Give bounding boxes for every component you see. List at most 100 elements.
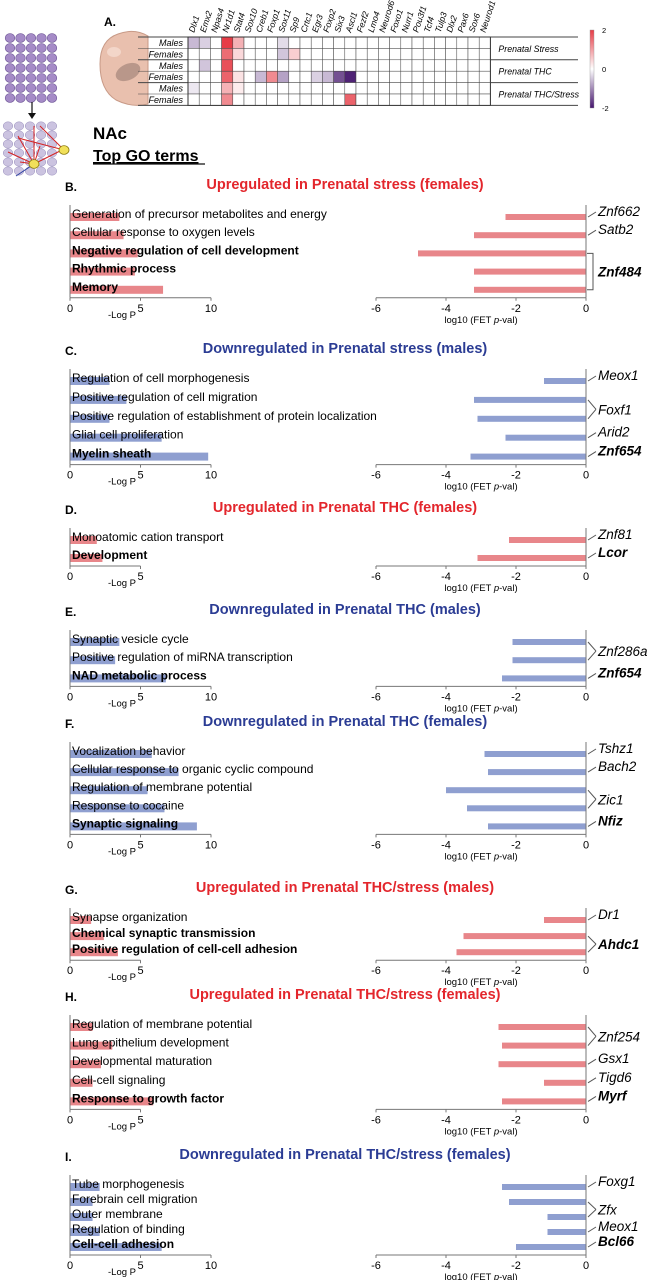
- heatmap-cell: [198, 48, 211, 61]
- left-bar: [70, 377, 110, 385]
- heatmap-cell: [310, 70, 323, 83]
- tf-label: Nfiz: [598, 813, 623, 828]
- go-term-label: Regulation of binding: [72, 1222, 185, 1236]
- go-term-label: Memory: [72, 280, 118, 294]
- color-scale-tick: 2: [602, 26, 606, 35]
- heatmap-row-label: Males: [159, 38, 184, 48]
- heatmap-cell: [400, 93, 413, 106]
- heatmap-cell: [411, 36, 424, 49]
- neuron-node: [46, 73, 58, 83]
- heatmap-cell: [288, 82, 301, 95]
- neuron-node: [4, 53, 16, 63]
- heatmap-cell: [434, 70, 446, 83]
- heatmap-cell: [221, 70, 234, 83]
- neuron-node: [2, 148, 14, 158]
- go-term-label: Glial cell proliferation: [72, 428, 183, 442]
- heatmap-cell: [366, 48, 379, 61]
- heatmap: Dlx1Emx2Npas4Nr1d1Stat4Sox10Creb1Foxp1So…: [138, 0, 580, 106]
- right-axis-label: log10 (FET p-val): [444, 583, 517, 594]
- tf-connector: [587, 650, 597, 661]
- heatmap-cell: [456, 36, 469, 49]
- neuron-node: [4, 83, 16, 93]
- heatmap-cell: [221, 48, 234, 61]
- right-bar: [418, 250, 586, 257]
- neuron-node: [13, 121, 25, 131]
- hub-node: [28, 159, 40, 169]
- right-axis-tick: 0: [583, 1114, 589, 1126]
- heatmap-cell: [299, 70, 312, 83]
- neuron-node: [46, 93, 58, 103]
- right-bar: [484, 751, 586, 757]
- go-term-label: NAD metabolic process: [72, 668, 207, 682]
- heatmap-cell: [254, 48, 267, 61]
- heatmap-cell: [266, 48, 278, 61]
- heatmap-row-label: Females: [148, 95, 183, 105]
- tf-label: Znf286a: [597, 644, 648, 659]
- go-term-label: Developmental maturation: [72, 1054, 212, 1068]
- left-axis-tick: 0: [67, 1260, 73, 1272]
- hub-node: [58, 145, 70, 155]
- heatmap-cell: [254, 59, 267, 72]
- right-axis-tick: -6: [371, 1260, 381, 1272]
- panel-f: F. Downregulated in Prenatal THC (females…: [65, 714, 637, 862]
- tf-label: Dr1: [598, 907, 620, 922]
- right-bar: [488, 823, 586, 830]
- panel-title: Downregulated in Prenatal THC (females): [203, 714, 488, 730]
- left-bar: [70, 249, 138, 258]
- heatmap-cell: [422, 48, 435, 61]
- right-bar: [474, 232, 586, 239]
- right-bar: [456, 949, 586, 956]
- tf-connector: [587, 672, 597, 679]
- neuron-node: [2, 121, 14, 131]
- neuron-node: [35, 121, 47, 131]
- go-term-label: Cell-cell adhesion: [72, 1237, 174, 1251]
- heatmap-cell: [422, 82, 435, 95]
- heatmap-cell: [221, 59, 234, 72]
- tf-connector: [587, 935, 597, 945]
- heatmap-cell: [333, 59, 346, 72]
- heatmap-cell: [467, 59, 480, 72]
- heatmap-cell: [400, 59, 413, 72]
- left-bar: [70, 822, 197, 831]
- heatmap-cell: [434, 36, 446, 49]
- left-axis-tick: 5: [137, 303, 143, 315]
- left-bar: [70, 395, 127, 404]
- panel-title: Upregulated in Prenatal THC/stress (fema…: [189, 987, 500, 1003]
- neuron-node: [13, 157, 25, 167]
- panel-letter: H.: [65, 990, 77, 1004]
- heatmap-cell: [210, 48, 222, 61]
- right-axis-label: log10 (FET p-val): [444, 977, 517, 988]
- neuron-node: [46, 33, 58, 43]
- left-bar: [70, 1183, 100, 1191]
- left-axis-tick: 10: [205, 470, 217, 482]
- right-bar: [467, 805, 586, 812]
- heatmap-cell: [288, 70, 301, 83]
- neuron-node: [24, 121, 36, 131]
- heatmap-cell: [187, 82, 200, 95]
- heatmap-cell: [389, 59, 402, 72]
- heatmap-cell: [277, 48, 290, 61]
- heatmap-cell: [232, 70, 245, 83]
- heatmap-cell: [355, 93, 368, 106]
- tf-label: Foxf1: [598, 402, 632, 417]
- right-axis-tick: -2: [511, 839, 521, 851]
- left-axis-tick: 5: [137, 571, 143, 583]
- heatmap-cell: [187, 59, 200, 72]
- right-bar: [547, 1214, 586, 1220]
- neuron-node: [2, 157, 14, 167]
- heatmap-cell: [210, 93, 222, 106]
- tf-connector: [587, 641, 597, 652]
- neuron-node: [36, 53, 47, 63]
- panel-title: Upregulated in Prenatal THC (females): [213, 500, 477, 516]
- neuron-node: [2, 130, 14, 140]
- heatmap-cell: [478, 70, 491, 83]
- panel-title: Downregulated in Prenatal THC/stress (fe…: [179, 1147, 510, 1163]
- right-axis-tick: 0: [583, 303, 589, 315]
- left-bar: [70, 1041, 113, 1050]
- heatmap-cell: [467, 48, 480, 61]
- panel-c: C. Downregulated in Prenatal stress (male…: [65, 341, 642, 493]
- panel-letter: G.: [65, 883, 78, 897]
- heatmap-cell: [378, 36, 390, 49]
- heatmap-cell: [389, 93, 402, 106]
- neuron-node: [4, 33, 16, 43]
